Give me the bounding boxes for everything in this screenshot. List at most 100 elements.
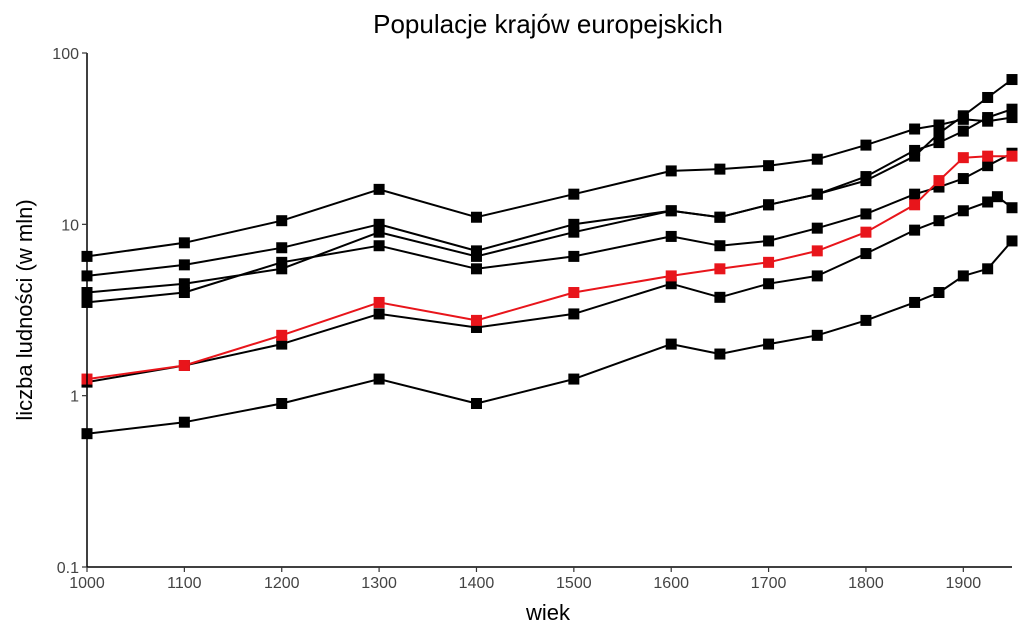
data-point: [373, 308, 385, 320]
series-7: [81, 235, 1018, 440]
data-point: [811, 270, 823, 282]
data-point: [933, 181, 945, 193]
data-point: [1006, 202, 1018, 214]
data-point: [665, 278, 677, 290]
data-point: [276, 329, 288, 341]
data-point: [373, 226, 385, 238]
data-point: [665, 205, 677, 217]
x-tick-label: 1800: [848, 575, 884, 592]
data-point: [1006, 112, 1018, 124]
data-point: [665, 230, 677, 242]
data-point: [763, 199, 775, 211]
data-point: [1006, 74, 1018, 86]
series-line: [86, 152, 1013, 304]
data-point: [568, 250, 580, 262]
data-point: [373, 296, 385, 308]
data-point: [373, 373, 385, 385]
series-line: [86, 116, 1013, 258]
plot-area: 1000 1100 1200 1300 1400 1500 1600 1700 1800 1900…: [52, 46, 1018, 592]
data-point: [909, 150, 921, 162]
data-point: [178, 259, 190, 271]
data-point: [470, 211, 482, 223]
data-point: [178, 359, 190, 371]
data-point: [568, 188, 580, 200]
x-tick-label: 1900: [946, 575, 982, 592]
data-point: [957, 270, 969, 282]
data-point: [373, 218, 385, 230]
data-point: [933, 287, 945, 299]
data-point: [470, 245, 482, 257]
x-tick-label: 1700: [751, 575, 787, 592]
data-point: [276, 242, 288, 254]
data-point: [933, 137, 945, 149]
data-point: [568, 226, 580, 238]
data-point: [763, 160, 775, 172]
series-6: [81, 191, 1018, 388]
series-2: [81, 74, 1018, 282]
data-point: [1006, 150, 1018, 162]
x-tick-label: 1000: [69, 575, 105, 592]
data-point: [178, 278, 190, 290]
data-point: [276, 398, 288, 410]
x-axis-ticks: 1000 1100 1200 1300 1400 1500 1600 1700 1800 1900: [69, 567, 981, 592]
data-point: [860, 226, 872, 238]
series-line: [86, 195, 1013, 384]
data-point: [933, 215, 945, 227]
y-tick-label: 10: [61, 217, 79, 234]
data-point: [860, 171, 872, 183]
data-point: [763, 256, 775, 268]
data-point: [982, 150, 994, 162]
data-point: [763, 235, 775, 247]
data-point: [1006, 235, 1018, 247]
data-point: [178, 237, 190, 249]
data-point: [763, 338, 775, 350]
series-line: [86, 155, 1012, 381]
data-point: [860, 314, 872, 326]
data-point: [714, 348, 726, 360]
data-point: [909, 188, 921, 200]
series-line: [86, 240, 1013, 435]
data-point: [568, 287, 580, 299]
data-point: [665, 165, 677, 177]
data-point: [373, 240, 385, 252]
data-point: [909, 224, 921, 236]
data-point: [982, 112, 994, 124]
data-point: [860, 208, 872, 220]
data-point: [860, 248, 872, 260]
data-point: [933, 175, 945, 187]
data-point: [373, 183, 385, 195]
data-point: [933, 119, 945, 131]
series-line: [86, 78, 1013, 277]
data-point: [909, 144, 921, 156]
series-1: [81, 112, 1018, 262]
data-point: [811, 188, 823, 200]
data-point: [568, 218, 580, 230]
data-point: [568, 308, 580, 320]
data-point: [178, 416, 190, 428]
data-point: [1006, 103, 1018, 115]
x-tick-label: 1200: [264, 575, 300, 592]
series-line: [86, 108, 1013, 294]
data-point: [982, 160, 994, 172]
data-point: [957, 152, 969, 164]
data-point: [714, 291, 726, 303]
data-point: [665, 338, 677, 350]
data-point: [860, 139, 872, 151]
series-4: [81, 147, 1018, 308]
data-point: [470, 314, 482, 326]
data-point: [714, 240, 726, 252]
data-point: [276, 263, 288, 275]
data-point: [276, 256, 288, 268]
data-point: [470, 263, 482, 275]
y-tick-label: 0.1: [57, 560, 79, 577]
data-point: [957, 205, 969, 217]
data-point: [811, 153, 823, 165]
data-point: [982, 91, 994, 103]
series-layer: [81, 74, 1018, 440]
chart-title: Populacje krajów europejskich: [373, 9, 723, 39]
data-point: [470, 398, 482, 410]
data-point: [957, 125, 969, 137]
data-point: [276, 338, 288, 350]
x-tick-label: 1500: [556, 575, 592, 592]
